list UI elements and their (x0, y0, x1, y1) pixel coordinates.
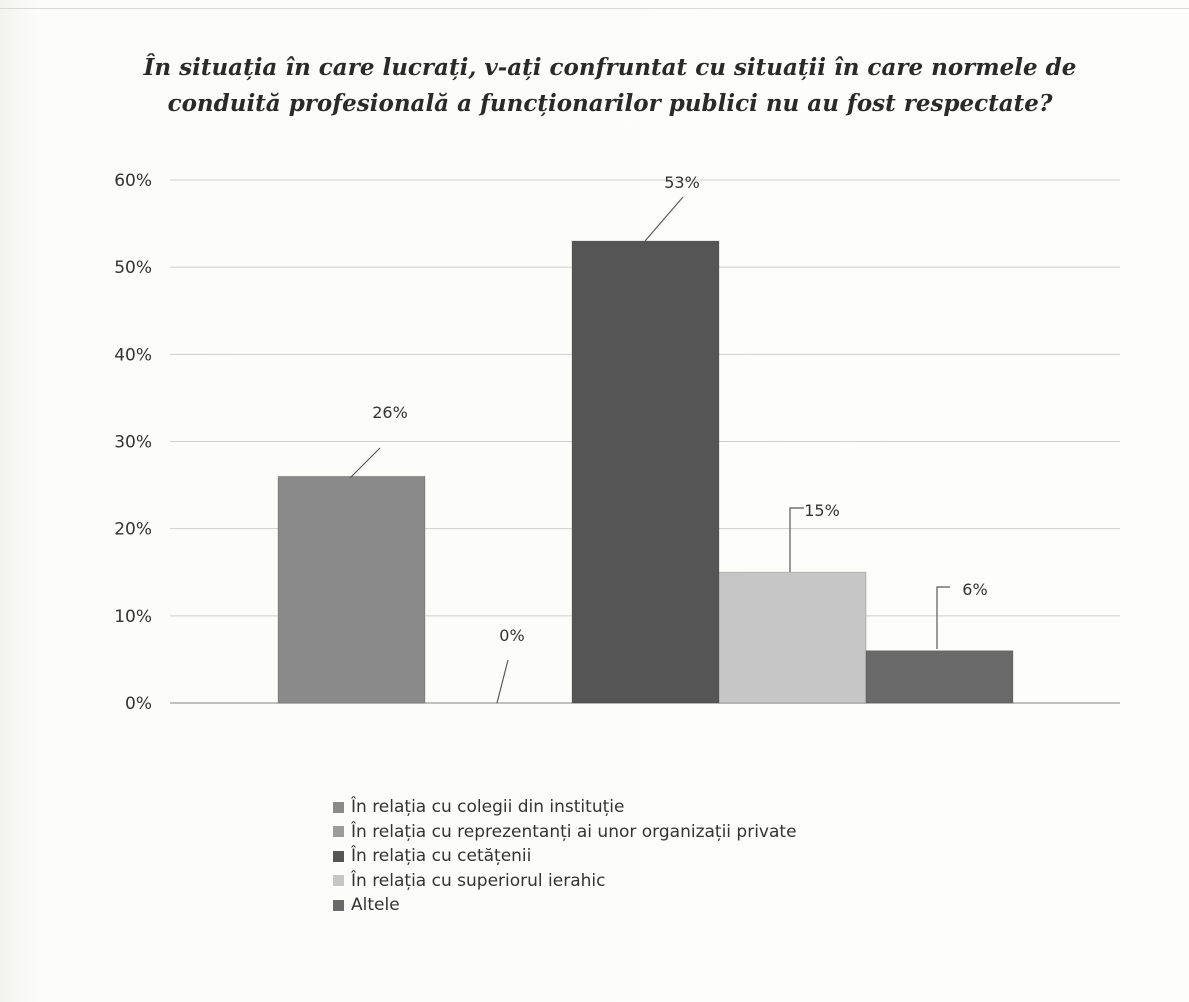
data-label-3: 53% (664, 173, 700, 192)
legend-label: În relația cu reprezentanți ai unor orga… (351, 821, 797, 842)
leader-line-3 (644, 196, 684, 242)
legend-item: În relația cu cetățenii (333, 844, 797, 869)
legend-item: În relația cu colegii din instituție (333, 795, 797, 820)
data-label-2: 0% (499, 626, 524, 645)
legend-swatch (333, 875, 344, 887)
data-label-5: 6% (962, 580, 987, 599)
legend-label: În relația cu colegii din instituție (351, 797, 625, 818)
bars (277, 240, 1014, 704)
y-tick-label: 50% (114, 258, 152, 278)
bar-5 (865, 650, 1014, 704)
legend-label: În relația cu cetățenii (351, 846, 532, 867)
legend-label: În relația cu superiorul ierahic (351, 870, 606, 891)
legend-swatch (333, 826, 344, 838)
leader-line-5 (936, 586, 950, 649)
y-tick-label: 0% (125, 694, 152, 714)
y-tick-label: 30% (114, 433, 152, 453)
leader-line-1 (349, 447, 381, 479)
legend-item: În relația cu reprezentanți ai unor orga… (333, 820, 797, 845)
legend-item: În relația cu superiorul ierahic (333, 869, 797, 894)
data-label-leader-lines (349, 196, 950, 704)
legend-label: Altele (351, 895, 400, 916)
data-label-1: 26% (372, 403, 408, 422)
leader-line-4 (789, 507, 804, 572)
y-tick-label: 20% (114, 520, 152, 540)
chart-title-line-1: În situația în care lucrați, v-ați confr… (143, 54, 1077, 81)
y-tick-label: 40% (114, 345, 152, 365)
bar-4 (718, 571, 867, 704)
chart-legend: În relația cu colegii din instituție În r… (333, 795, 797, 918)
legend-swatch (333, 850, 344, 862)
y-tick-label: 60% (114, 171, 152, 191)
top-border-line (0, 8, 1189, 9)
data-labels: 26% 0% 53% 15% 6% (372, 173, 987, 645)
legend-swatch (333, 801, 344, 813)
legend-swatch (333, 899, 344, 911)
y-tick-label: 10% (114, 607, 152, 627)
bar-3 (571, 240, 720, 704)
chart-title-line-2: conduită profesională a funcționarilor p… (167, 90, 1053, 117)
leader-line-2 (496, 659, 509, 704)
data-label-4: 15% (804, 501, 840, 520)
bar-1 (277, 475, 426, 704)
chart-title: În situația în care lucrați, v-ați confr… (120, 50, 1100, 122)
y-axis-tick-labels: 0% 10% 20% 30% 40% 50% 60% (114, 171, 152, 714)
legend-item: Altele (333, 893, 797, 918)
